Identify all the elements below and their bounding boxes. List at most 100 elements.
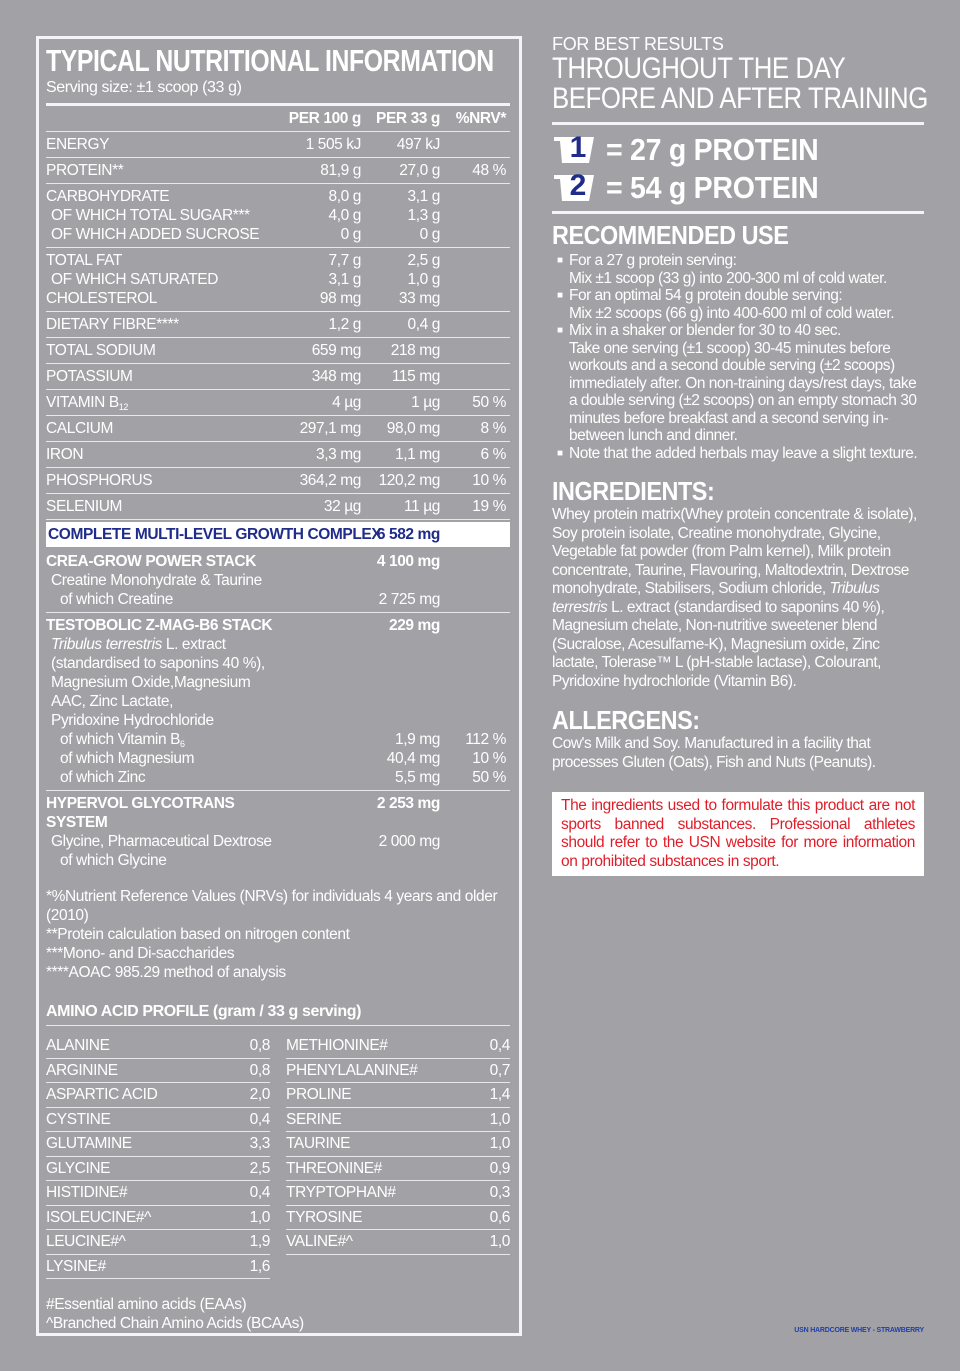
amino-name: SERINE: [286, 1110, 342, 1128]
bullet-icon: ■: [557, 325, 563, 336]
nutrient-label: PHOSPHORUS: [46, 471, 510, 490]
divider: [552, 122, 924, 125]
recommended-item: ■ For an optimal 54 g protein double serv…: [552, 287, 924, 322]
amino-column-right: METHIONINE# 0,4 PHENYLALANINE# 0,7 PROLINE 1,…: [286, 1034, 510, 1279]
scoop-row: 1 = 27 g PROTEIN: [552, 131, 924, 169]
bullet-icon: ■: [557, 255, 563, 266]
amino-name: CYSTINE: [46, 1110, 111, 1128]
nutrient-label: CREA-GROW POWER STACK: [46, 552, 510, 571]
recommended-heading: For an optimal 54 g protein double servi…: [569, 287, 843, 304]
divider: [46, 103, 510, 106]
nutrient-name: HYPERVOL GLYCOTRANS: [46, 795, 235, 812]
amino-note: #Essential amino acids (EAAs): [46, 1296, 247, 1313]
value-nrv: 10 %: [472, 472, 506, 489]
amino-name: HISTIDINE#: [46, 1184, 128, 1201]
value-per33: 0 g: [419, 226, 441, 243]
amino-name: GLUTAMINE: [46, 1135, 132, 1152]
nutrient-name: TOTAL FAT: [46, 252, 122, 269]
value-per100: 4,0 g: [328, 207, 362, 224]
nutrient-name: OF WHICH ADDED SUCROSE: [51, 226, 260, 243]
amino-value: 0,4: [489, 1037, 511, 1054]
allergens-text: Cow's Milk and Soy. Manufactured in a fa…: [552, 735, 876, 771]
best-results-line2: BEFORE AND AFTER TRAINING: [552, 82, 928, 115]
amino-value: 0,3: [489, 1184, 511, 1201]
amino-value: 0,9: [489, 1159, 511, 1177]
recommended-list: ■ For a 27 g protein serving: Mix ±1 scoop…: [552, 252, 924, 462]
table-row: IRON 3,3 mg 1,1 mg 6 %: [46, 442, 510, 468]
amino-value: 1,4: [489, 1086, 511, 1103]
footnote: ***Mono- and Di-saccharides: [46, 945, 235, 962]
nutrient-name: IRON: [46, 446, 84, 463]
highlight-row: COMPLETE MULTI-LEVEL GROWTH COMPLEX 6 582…: [46, 522, 510, 547]
nutrient-name: VITAMIN B: [46, 394, 119, 411]
table-line: POTASSIUM 348 mg 115 mg: [46, 367, 510, 386]
nutrient-label: VITAMIN B12: [46, 393, 510, 412]
value-per33: 98,0 mg: [386, 420, 441, 437]
nutrient-name: TOTAL SODIUM: [46, 342, 156, 359]
value-per33: 1,1 mg: [395, 446, 440, 463]
value-nrv: 112 %: [465, 731, 506, 748]
table-line: TOTAL SODIUM 659 mg 218 mg: [46, 341, 510, 360]
table-line: Pyridoxine Hydrochloride: [46, 711, 510, 730]
table-line: AAC, Zinc Lactate,: [46, 692, 510, 711]
nutrient-label: IRON: [46, 445, 510, 464]
table-row: ENERGY 1 505 kJ 497 kJ: [46, 132, 510, 158]
nutrition-table: ENERGY 1 505 kJ 497 kJ PROTEIN** 81,9 g 27,0 …: [46, 132, 510, 873]
table-line: (standardised to saponins 40 %),: [46, 654, 510, 673]
header-per100: PER 100 g: [288, 110, 362, 127]
nutrient-label: PROTEIN**: [46, 161, 510, 180]
value-per33: 497 kJ: [396, 136, 441, 153]
amino-note: ^Branched Chain Amino Acids (BCAAs): [46, 1315, 304, 1332]
table-line: DIETARY FIBRE**** 1,2 g 0,4 g: [46, 315, 510, 334]
serving-size: Serving size: ±1 scoop (33 g): [46, 79, 242, 96]
value-per100: 364,2 mg: [299, 472, 362, 489]
amino-row: TRYPTOPHAN# 0,3: [286, 1181, 510, 1206]
nutrient-name: CHOLESTEROL: [46, 290, 158, 307]
value-per33: 1,3 g: [407, 207, 441, 224]
value-per100: 1 505 kJ: [305, 136, 362, 153]
amino-row: ISOLEUCINE#^ 1,0: [46, 1206, 271, 1230]
nutrient-label: Tribulus terrestris L. extract: [46, 635, 510, 654]
value-nrv: 8 %: [480, 420, 506, 437]
amino-value: 1,0: [249, 1208, 271, 1226]
amino-name: LEUCINE#^: [46, 1233, 126, 1250]
best-results-line1: THROUGHOUT THE DAY: [552, 52, 846, 85]
recommended-heading: Mix in a shaker or blender for 30 to 40 …: [569, 322, 841, 339]
table-line: PROTEIN** 81,9 g 27,0 g 48 %: [46, 161, 510, 180]
value-per33: 40,4 mg: [386, 750, 441, 767]
value-per33: 2,5 g: [407, 252, 441, 269]
table-line: Magnesium Oxide,Magnesium: [46, 673, 510, 692]
footnote: ****AOAC 985.29 method of analysis: [46, 964, 286, 981]
table-line: VITAMIN B12 4 µg 1 µg 50 %: [46, 393, 510, 412]
value-per33: 33 mg: [398, 290, 440, 307]
value-per100: 3,3 mg: [316, 446, 361, 463]
nutrition-title: TYPICAL NUTRITIONAL INFORMATION: [46, 43, 494, 78]
recommended-heading: For a 27 g protein serving:: [569, 252, 737, 269]
brand-footer: USN HARDCORE WHEY - STRAWBERRY: [794, 1327, 924, 1334]
nutrient-name: SELENIUM: [46, 498, 123, 515]
scoop-protein: = 27 g PROTEIN: [606, 132, 819, 167]
amino-row: GLYCINE 2,5: [46, 1157, 270, 1181]
nutrient-name: Magnesium Oxide,Magnesium: [51, 674, 251, 691]
amino-row: LEUCINE#^ 1,9: [46, 1230, 270, 1255]
value-per33: 27,0 g: [399, 162, 440, 179]
divider: [552, 211, 924, 214]
amino-row: THREONINE# 0,9: [286, 1157, 511, 1181]
nutrient-label: Creatine Monohydrate & Taurine: [46, 571, 510, 590]
table-line: Creatine Monohydrate & Taurine: [46, 571, 510, 590]
table-row: TESTOBOLIC Z-MAG-B6 STACK 229 mg Tribulus …: [46, 613, 510, 791]
value-per33: 2 000 mg: [378, 833, 441, 850]
nutrient-name: of which Creatine: [60, 591, 173, 608]
table-row: TOTAL SODIUM 659 mg 218 mg: [46, 338, 510, 364]
value-per100: 7,7 g: [328, 252, 362, 269]
value-per100: 0 g: [340, 226, 362, 243]
scoop-row: 2 = 54 g PROTEIN: [552, 169, 924, 207]
ingredients-title: INGREDIENTS:: [552, 476, 715, 506]
nutrient-label: AAC, Zinc Lactate,: [46, 692, 510, 711]
value-per33: 3,1 g: [407, 188, 441, 205]
footnote: *%Nutrient Reference Values (NRVs) for i…: [46, 888, 498, 924]
nutrient-name: (standardised to saponins 40 %),: [51, 655, 265, 672]
nutrient-label: TOTAL SODIUM: [46, 341, 510, 360]
nutrient-name: CARBOHYDRATE: [46, 188, 170, 205]
ingredients-part: Whey protein matrix(Whey protein concent…: [552, 506, 917, 597]
